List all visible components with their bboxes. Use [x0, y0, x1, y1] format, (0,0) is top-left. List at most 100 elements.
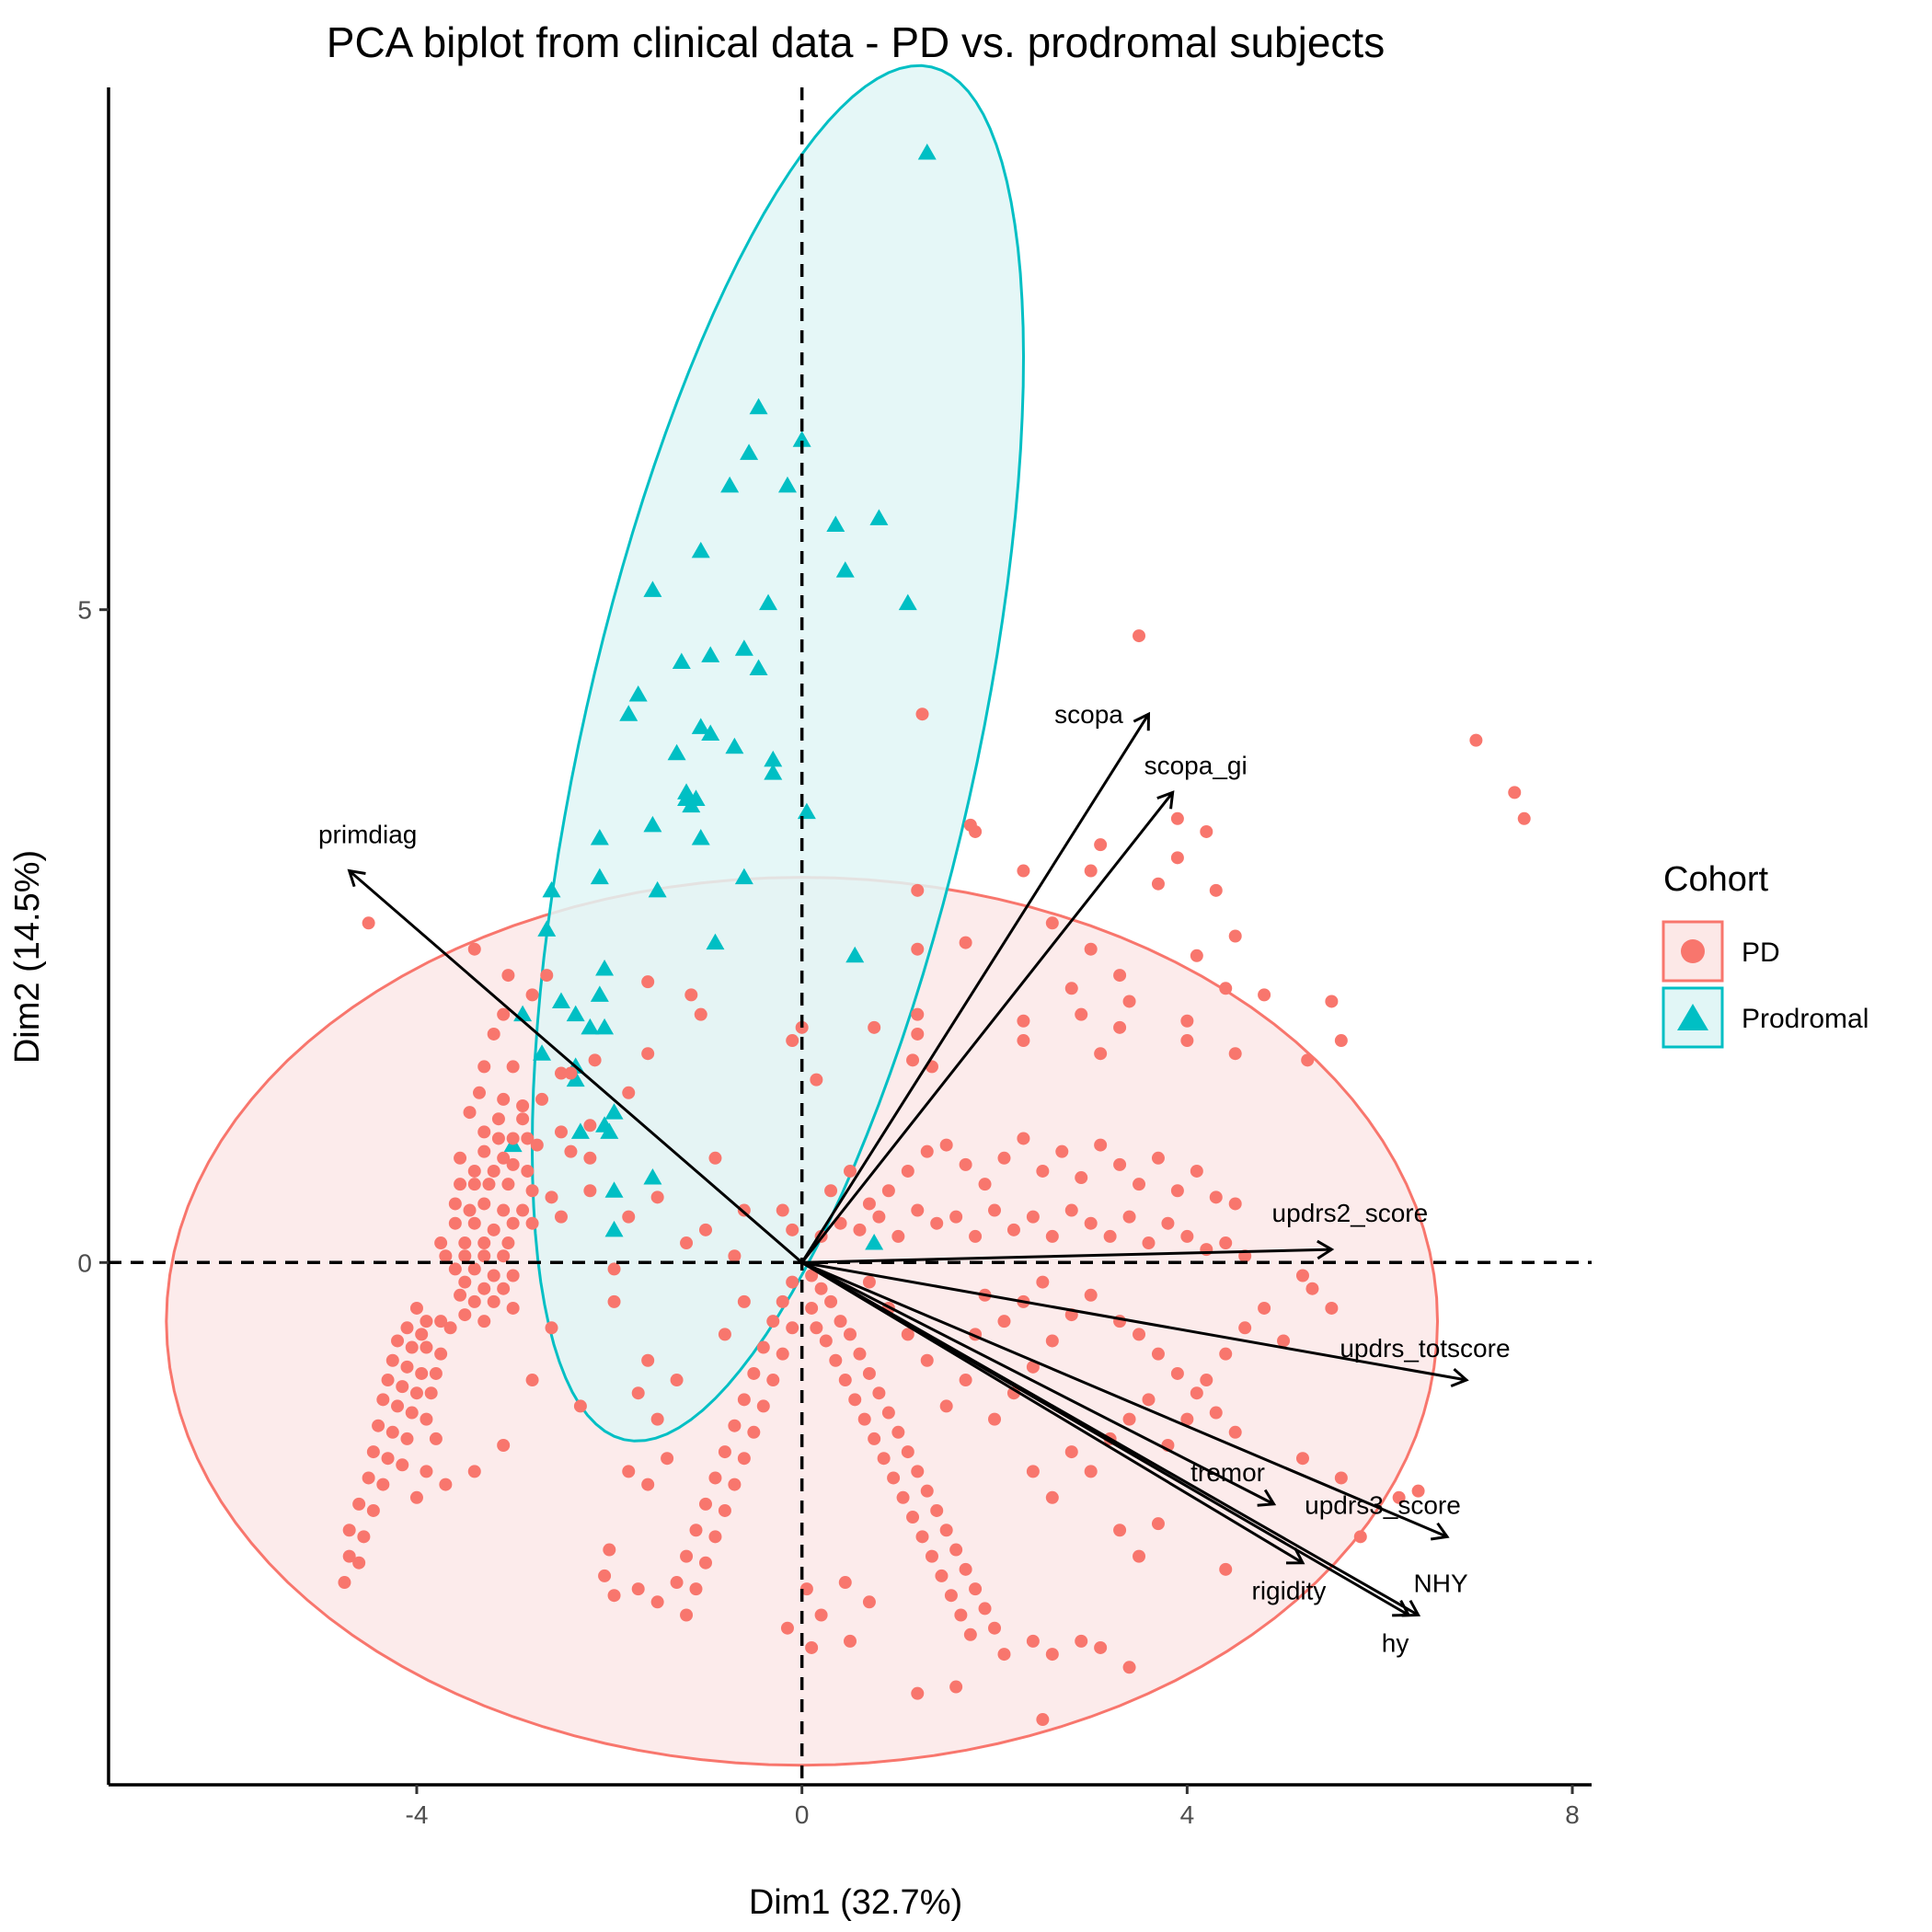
point-pd: [458, 1275, 472, 1289]
point-pd: [641, 1047, 655, 1061]
point-pd: [963, 818, 977, 832]
point-pd: [1064, 1445, 1078, 1459]
point-pd: [881, 1406, 895, 1420]
point-pd: [497, 1439, 511, 1452]
point-pd: [396, 1458, 409, 1472]
point-pd: [477, 1315, 491, 1328]
point-pd: [506, 1060, 520, 1074]
arrowhead-hy: [1401, 1599, 1421, 1617]
point-pd: [1219, 1562, 1233, 1576]
point-pd: [1142, 1236, 1156, 1250]
point-pd: [1075, 1007, 1088, 1021]
point-pd: [708, 1471, 722, 1485]
point-pd: [1469, 733, 1483, 747]
point-pd: [1301, 1053, 1315, 1067]
point-pd: [1122, 995, 1136, 1008]
point-prodromal: [701, 724, 720, 742]
point-pd: [1084, 1465, 1098, 1478]
point-prodromal: [725, 737, 744, 754]
loading-label-updrs2_score: updrs2_score: [1272, 1199, 1429, 1227]
point-pd: [1084, 942, 1098, 956]
loading-arrow-updrs2_score: [801, 1248, 1332, 1264]
point-pd: [906, 1511, 920, 1524]
point-pd: [810, 1321, 823, 1335]
point-pd: [641, 1478, 655, 1491]
x-tick-label: 8: [1565, 1800, 1580, 1829]
point-pd: [424, 1386, 438, 1400]
point-pd: [545, 1321, 558, 1335]
point-prodromal: [595, 1018, 615, 1035]
loading-arrow-updrs3_score: [801, 1260, 1448, 1538]
legend-prodromal-marker: [1677, 1004, 1708, 1030]
point-pd: [454, 1151, 467, 1165]
point-pd: [429, 1432, 443, 1445]
point-pd: [824, 1184, 838, 1198]
point-prodromal: [835, 561, 855, 578]
loading-arrow-updrs_totscore: [801, 1260, 1467, 1382]
point-pd: [554, 1125, 568, 1139]
point-prodromal: [595, 959, 615, 976]
point-pd: [776, 1347, 789, 1361]
point-pd: [1026, 1360, 1040, 1374]
point-pd: [786, 1275, 799, 1289]
point-pd: [1209, 1190, 1223, 1204]
point-pd: [497, 1249, 511, 1263]
point-pd: [1094, 838, 1108, 852]
point-pd: [844, 1634, 857, 1648]
loading-arrow-hy: [800, 1261, 1420, 1616]
point-prodromal: [677, 789, 696, 806]
point-pd: [1064, 982, 1078, 995]
point-prodromal: [898, 593, 917, 611]
point-pd: [1161, 1216, 1175, 1230]
point-pd: [718, 1503, 731, 1517]
point-pd: [1151, 1347, 1165, 1361]
loading-arrow-scopa_gi: [800, 791, 1174, 1264]
loading-label-updrs3_score: updrs3_score: [1305, 1490, 1461, 1519]
legend-pd-marker: [1681, 939, 1705, 963]
point-pd: [1190, 1164, 1203, 1178]
point-prodromal: [590, 868, 609, 885]
point-pd: [516, 1099, 530, 1112]
point-pd: [362, 1471, 375, 1485]
point-pd: [844, 1164, 857, 1178]
point-pd: [525, 988, 539, 1002]
point-pd: [728, 1249, 742, 1263]
point-pd: [1026, 1210, 1040, 1224]
point-pd: [963, 1627, 977, 1641]
point-pd: [448, 1216, 462, 1230]
point-pd: [1084, 1288, 1098, 1302]
point-pd: [409, 1301, 423, 1315]
point-pd: [391, 1334, 405, 1348]
point-pd: [1151, 1151, 1165, 1165]
point-pd: [838, 1374, 852, 1387]
point-pd: [467, 1178, 481, 1191]
point-pd: [443, 1321, 457, 1335]
point-pd: [814, 1608, 828, 1622]
point-pd: [920, 1353, 934, 1367]
point-pd: [1392, 1490, 1406, 1504]
point-prodromal: [643, 581, 662, 597]
point-pd: [786, 1321, 799, 1335]
point-pd: [670, 1374, 684, 1387]
point-pd: [467, 1465, 481, 1478]
point-pd: [1017, 1034, 1030, 1048]
point-pd: [1122, 1210, 1136, 1224]
loading-label-NHY: NHY: [1414, 1570, 1468, 1598]
point-pd: [1180, 1412, 1194, 1426]
point-pd: [1238, 1321, 1252, 1335]
point-pd: [458, 1249, 472, 1263]
point-pd: [342, 1549, 356, 1563]
point-pd: [362, 916, 375, 930]
chart-title: PCA biplot from clinical data - PD vs. p…: [327, 18, 1385, 66]
point-prodromal: [604, 1220, 624, 1237]
point-pd: [901, 1164, 914, 1178]
y-tick-label: 5: [77, 596, 92, 625]
point-pd: [366, 1445, 380, 1459]
point-prodromal: [845, 946, 865, 963]
point-prodromal: [792, 431, 811, 447]
point-pd: [516, 1112, 530, 1126]
point-prodromal: [570, 1122, 590, 1139]
point-pd: [525, 1374, 539, 1387]
point-pd: [939, 1399, 953, 1413]
point-pd: [583, 1151, 597, 1165]
